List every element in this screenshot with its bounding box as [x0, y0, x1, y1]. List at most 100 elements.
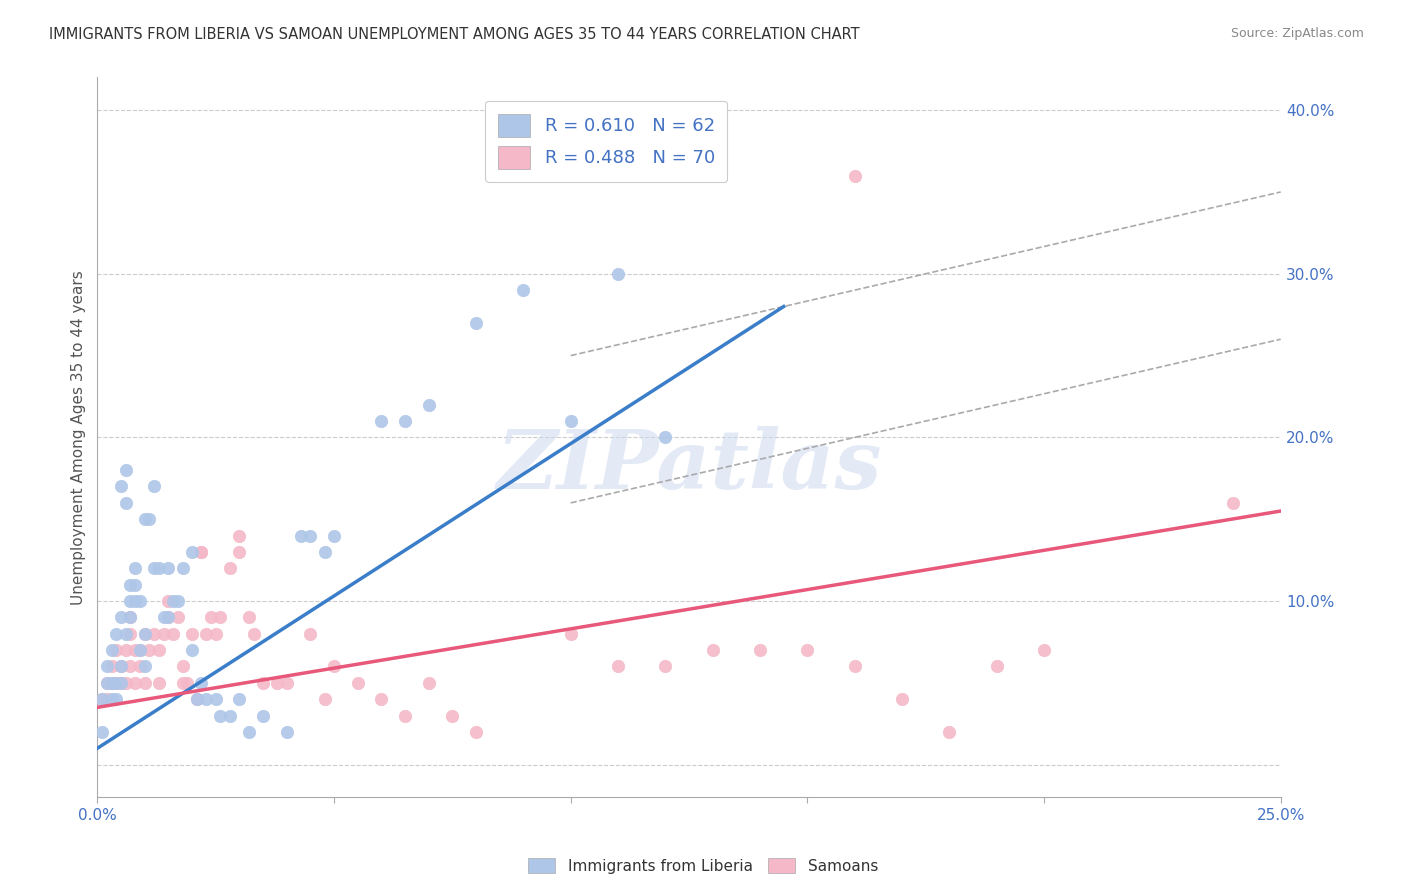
Point [181, 545, 204, 559]
Point [138, 512, 160, 526]
Point [120, 610, 142, 624]
Point [465, 316, 488, 330]
Point [181, 643, 204, 657]
Point [129, 643, 152, 657]
Point [418, 398, 440, 412]
Point [370, 414, 392, 428]
Point [100, 643, 122, 657]
Point [129, 643, 152, 657]
Point [394, 414, 416, 428]
Point [986, 659, 1008, 673]
Point [172, 676, 194, 690]
Point [607, 659, 630, 673]
Point [190, 545, 212, 559]
Point [100, 659, 122, 673]
Point [143, 626, 166, 640]
Point [441, 708, 464, 723]
Point [560, 626, 582, 640]
Point [157, 594, 180, 608]
Point [96, 676, 118, 690]
Point [749, 643, 772, 657]
Point [654, 659, 676, 673]
Point [152, 610, 174, 624]
Point [129, 659, 152, 673]
Point [323, 528, 346, 542]
Point [110, 676, 132, 690]
Point [110, 659, 132, 673]
Point [91, 692, 114, 706]
Point [120, 577, 142, 591]
Point [110, 479, 132, 493]
Point [209, 708, 232, 723]
Point [134, 626, 156, 640]
Point [134, 659, 156, 673]
Point [120, 610, 142, 624]
Point [148, 676, 170, 690]
Point [105, 626, 128, 640]
Point [1222, 496, 1244, 510]
Point [228, 545, 250, 559]
Point [891, 692, 914, 706]
Point [938, 725, 960, 739]
Y-axis label: Unemployment Among Ages 35 to 44 years: Unemployment Among Ages 35 to 44 years [72, 270, 86, 605]
Point [100, 676, 122, 690]
Point [120, 659, 142, 673]
Point [157, 561, 180, 575]
Point [100, 692, 122, 706]
Point [96, 676, 118, 690]
Point [105, 692, 128, 706]
Legend: Immigrants from Liberia, Samoans: Immigrants from Liberia, Samoans [522, 852, 884, 880]
Point [299, 528, 322, 542]
Point [204, 626, 226, 640]
Point [120, 594, 142, 608]
Point [114, 676, 136, 690]
Point [560, 414, 582, 428]
Point [190, 676, 212, 690]
Point [114, 626, 136, 640]
Point [143, 479, 166, 493]
Point [242, 626, 264, 640]
Point [166, 594, 188, 608]
Point [148, 561, 170, 575]
Point [195, 626, 218, 640]
Point [200, 610, 222, 624]
Point [323, 659, 346, 673]
Point [314, 692, 336, 706]
Point [96, 692, 118, 706]
Point [465, 725, 488, 739]
Text: ZIPatlas: ZIPatlas [496, 426, 882, 506]
Point [124, 561, 146, 575]
Point [607, 267, 630, 281]
Point [110, 676, 132, 690]
Point [418, 676, 440, 690]
Point [702, 643, 724, 657]
Point [91, 692, 114, 706]
Point [654, 430, 676, 444]
Point [186, 692, 208, 706]
Point [105, 676, 128, 690]
Point [190, 545, 212, 559]
Point [844, 169, 866, 183]
Point [228, 528, 250, 542]
Point [276, 725, 298, 739]
Point [134, 676, 156, 690]
Point [276, 676, 298, 690]
Point [148, 643, 170, 657]
Legend: R = 0.610   N = 62, R = 0.488   N = 70: R = 0.610 N = 62, R = 0.488 N = 70 [485, 101, 727, 182]
Point [209, 610, 232, 624]
Point [100, 676, 122, 690]
Point [129, 594, 152, 608]
Point [96, 659, 118, 673]
Text: Source: ZipAtlas.com: Source: ZipAtlas.com [1230, 27, 1364, 40]
Point [204, 692, 226, 706]
Point [346, 676, 368, 690]
Point [124, 643, 146, 657]
Point [114, 643, 136, 657]
Point [162, 594, 184, 608]
Point [134, 626, 156, 640]
Point [114, 463, 136, 477]
Point [124, 676, 146, 690]
Point [110, 659, 132, 673]
Point [114, 496, 136, 510]
Point [844, 659, 866, 673]
